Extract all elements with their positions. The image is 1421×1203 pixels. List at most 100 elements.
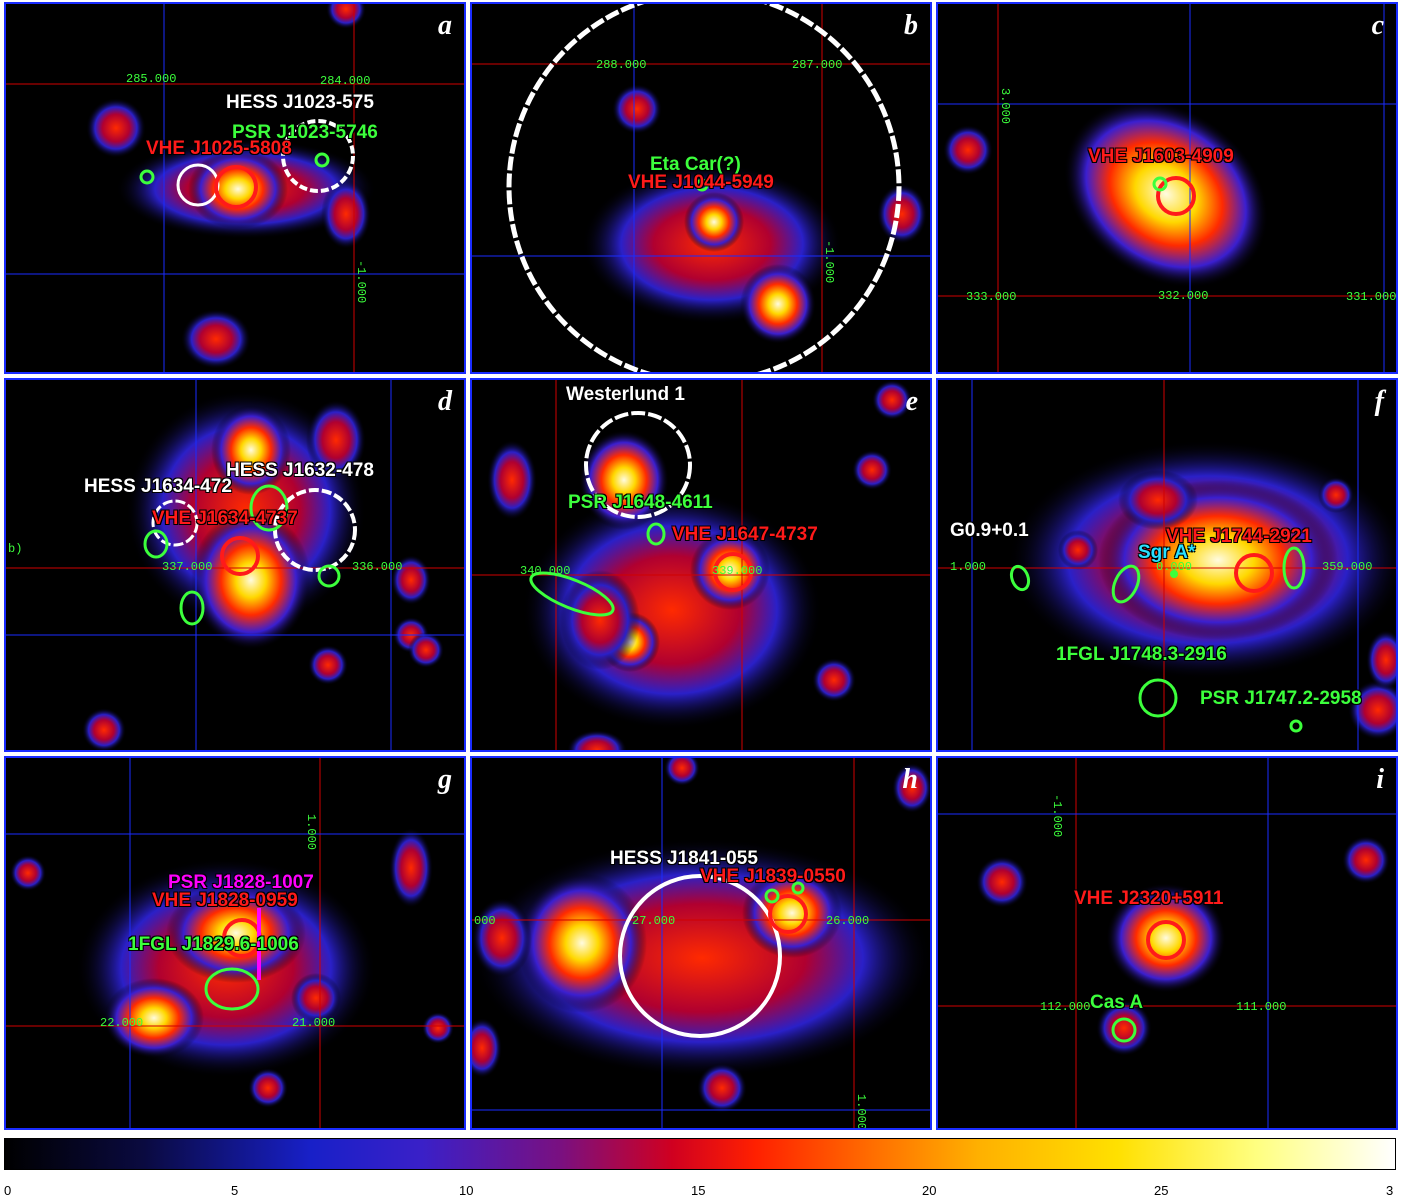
panel-d-image: [6, 380, 464, 750]
source-label: VHE J2320+5911: [1074, 888, 1224, 909]
fermi-ellipse: [646, 522, 666, 546]
source-label: VHE J1025-5808: [146, 138, 292, 159]
source-label: Sgr A*: [1138, 542, 1196, 563]
fermi-ellipse: [249, 484, 289, 532]
colorbar: [4, 1138, 1396, 1170]
source-label: VHE J1647-4737: [672, 524, 818, 545]
source-label: VHE J1044-5949: [628, 172, 774, 193]
fermi-ellipse: [317, 564, 341, 588]
fermi-ellipse: [204, 967, 260, 1011]
colorbar-tick: 3: [1386, 1183, 1394, 1198]
panel-b: b Eta Car(?) VHE J1044-5949 288.000 287.…: [470, 2, 932, 374]
panel-e-image: [472, 380, 930, 750]
panel-g-image: [6, 758, 464, 1128]
panel-a-image: [6, 4, 464, 372]
axis-tick: 331.000: [1346, 290, 1397, 304]
panel-g: g PSR J1828-1007 VHE J1828-0959 1FGL J18…: [4, 756, 466, 1130]
axis-tick: 337.000: [162, 560, 213, 574]
fermi-ellipse: [1138, 678, 1178, 718]
panel-f: f G0.9+0.1 VHE J1744-2921 Sgr A* 1FGL J1…: [936, 378, 1398, 752]
axis-tick: -1.000: [822, 240, 836, 284]
axis-tick: 284.000: [320, 74, 371, 88]
source-label: Eta Car(?): [650, 154, 741, 175]
axis-tick: 111.000: [1236, 1000, 1287, 1014]
panel-letter: d: [438, 386, 452, 417]
panel-a: a HESS J1023-575 PSR J1023-5746 VHE J102…: [4, 2, 466, 374]
axis-tick: 112.000: [1040, 1000, 1091, 1014]
source-label: VHE J1828-0959: [152, 890, 298, 911]
axis-tick: 336.000: [352, 560, 403, 574]
source-label: VHE J1839-0550: [700, 866, 846, 887]
fermi-ellipse: [1009, 564, 1031, 592]
colorbar-tick: 20: [922, 1183, 937, 1198]
psr-marker: [791, 881, 805, 895]
axis-tick: 333.000: [966, 290, 1017, 304]
vhe-circle: [214, 165, 258, 209]
axis-tick: 288.000: [596, 58, 647, 72]
axis-tick: 0.000: [1156, 560, 1193, 574]
source-label: VHE J1634-4737: [152, 508, 298, 529]
sgr-a-marker: [1170, 570, 1178, 578]
fermi-marker: [139, 169, 155, 185]
source-marker: [1152, 176, 1168, 192]
axis-tick: 26.000: [826, 914, 870, 928]
source-label: HESS J1023-575: [226, 92, 374, 113]
source-label: PSR J1828-1007: [168, 872, 314, 893]
hess-region-circle: [151, 499, 199, 547]
panel-letter: b: [904, 10, 918, 41]
panel-i-image: [938, 758, 1396, 1128]
source-label: HESS J1841-055: [610, 848, 758, 869]
panel-i: i VHE J2320+5911 Cas A -1.000 112.000 11…: [936, 756, 1398, 1130]
panel-f-image: [938, 380, 1396, 750]
vhe-circle: [1234, 553, 1274, 593]
axis-tick: -1.000: [354, 260, 368, 304]
vhe-circle: [220, 536, 260, 576]
source-label: HESS J1632-478: [226, 460, 374, 481]
source-label: 1FGL J1748.3-2916: [1056, 644, 1227, 665]
axis-tick: 000: [474, 914, 496, 928]
panel-h-image: [472, 758, 930, 1128]
colorbar-tick: 25: [1154, 1183, 1169, 1198]
fermi-ellipse: [179, 590, 205, 626]
axis-tick: b): [8, 542, 23, 556]
fermi-ellipse: [143, 529, 169, 559]
source-label: HESS J1634-472: [84, 476, 232, 497]
colorbar-tick: 10: [459, 1183, 474, 1198]
panel-c: c VHE J1603-4909 3.000 333.000 332.000 3…: [936, 2, 1398, 374]
axis-tick: 21.000: [292, 1016, 336, 1030]
source-label: PSR J1747.2-2958: [1200, 688, 1362, 709]
panel-c-image: [938, 4, 1396, 372]
hess-region-circle: [584, 411, 692, 519]
panel-letter: h: [902, 764, 918, 795]
axis-tick: 359.000: [1322, 560, 1373, 574]
vhe-circle: [1156, 176, 1196, 216]
source-label: G0.9+0.1: [950, 520, 1029, 541]
fermi-ellipse: [1111, 564, 1141, 604]
panel-d: d HESS J1634-472 HESS J1632-478 VHE J163…: [4, 378, 466, 752]
axis-tick: 340.000: [520, 564, 571, 578]
axis-tick: 339.000: [712, 564, 763, 578]
source-label: Cas A: [1090, 992, 1144, 1013]
colorbar-tick: 0: [4, 1183, 12, 1198]
panel-letter: a: [438, 10, 452, 41]
source-label: Westerlund 1: [566, 384, 685, 405]
axis-tick: 1.000: [304, 814, 318, 851]
source-label: VHE J1744-2921: [1166, 526, 1312, 547]
psr-marker: [1289, 719, 1303, 733]
axis-tick: 1.000: [950, 560, 987, 574]
vhe-circle: [768, 894, 808, 934]
source-marker: [695, 178, 709, 192]
panel-h: h HESS J1841-055 VHE J1839-0550 000 27.0…: [470, 756, 932, 1130]
psr-marker: [314, 152, 330, 168]
axis-tick: 22.000: [100, 1016, 144, 1030]
source-label: 1FGL J1829.6-1006: [128, 934, 299, 955]
axis-tick: -1.000: [1050, 794, 1064, 838]
psr-marker: [764, 888, 780, 904]
axis-tick: 332.000: [1158, 289, 1209, 303]
fermi-ellipse: [529, 571, 615, 617]
axis-tick: 27.000: [632, 914, 676, 928]
cas-a-marker: [1111, 1017, 1137, 1043]
hess-region-circle: [506, 4, 902, 372]
vhe-circle: [713, 552, 753, 592]
panel-b-image: [472, 4, 930, 372]
